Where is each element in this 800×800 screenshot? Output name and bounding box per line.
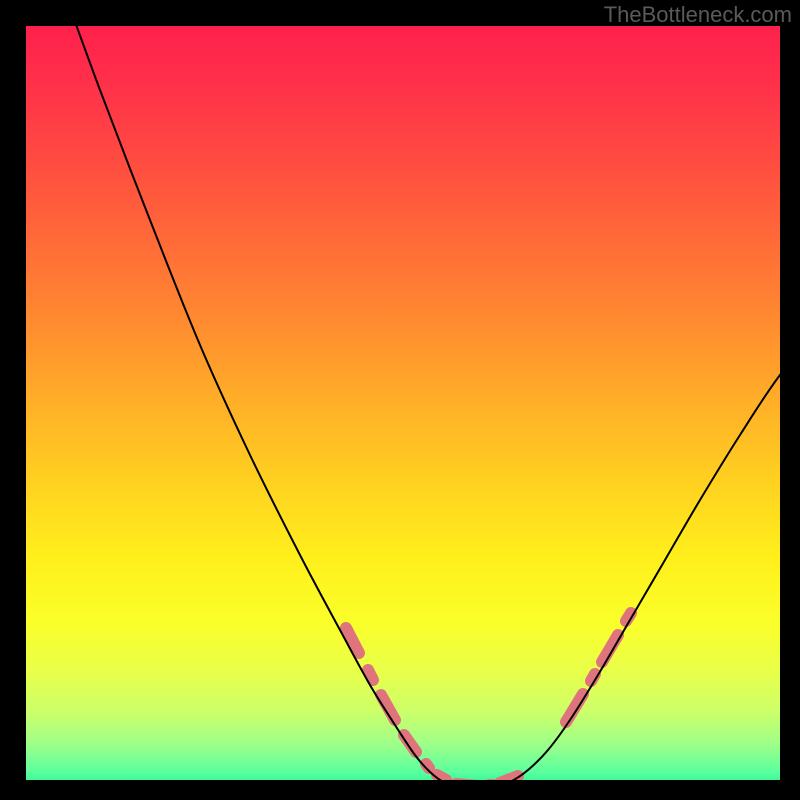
chart-background <box>0 0 800 800</box>
chart-stage: TheBottleneck.com <box>0 0 800 800</box>
chart-svg <box>0 0 800 800</box>
